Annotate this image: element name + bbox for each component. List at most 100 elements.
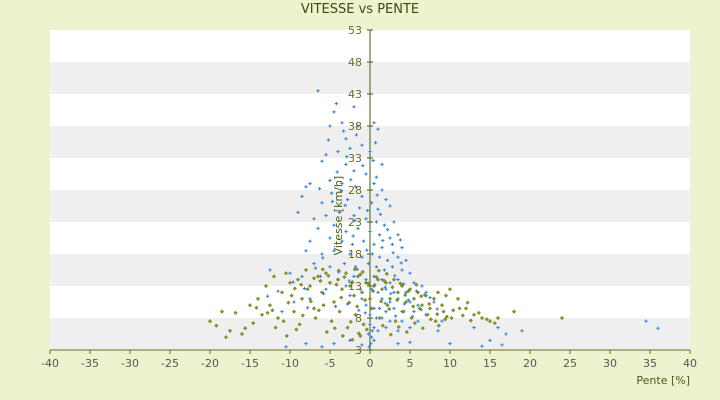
x-tick-label: 15 bbox=[483, 357, 497, 370]
y-tick-label: 28 bbox=[348, 184, 362, 197]
data-point-series-1 bbox=[396, 278, 400, 282]
data-point-series-2 bbox=[284, 333, 289, 339]
data-point-series-2 bbox=[289, 293, 294, 298]
data-point-series-2 bbox=[347, 283, 353, 289]
data-point-series-1 bbox=[448, 342, 452, 346]
data-point-series-1 bbox=[332, 249, 336, 253]
data-point-series-1 bbox=[268, 268, 272, 272]
data-point-series-2 bbox=[390, 285, 395, 290]
data-point-series-1 bbox=[380, 188, 384, 192]
data-point-series-2 bbox=[417, 306, 422, 311]
data-point-series-2 bbox=[326, 273, 331, 278]
data-point-series-1 bbox=[412, 310, 416, 314]
data-point-series-1 bbox=[304, 185, 308, 189]
data-point-series-2 bbox=[387, 296, 393, 301]
data-point-series-1 bbox=[644, 319, 648, 323]
data-point-series-2 bbox=[427, 301, 432, 307]
data-point-series-2 bbox=[279, 290, 285, 295]
data-point-series-2 bbox=[267, 303, 273, 308]
data-point-series-2 bbox=[251, 321, 256, 326]
data-point-series-2 bbox=[431, 296, 437, 301]
data-point-series-1 bbox=[266, 294, 270, 298]
x-tick-label: -30 bbox=[121, 357, 139, 370]
data-point-series-2 bbox=[455, 296, 461, 301]
data-point-series-1 bbox=[314, 266, 318, 270]
data-point-series-1 bbox=[383, 301, 387, 305]
data-point-series-1 bbox=[380, 246, 384, 250]
x-tick-label: -5 bbox=[325, 357, 336, 370]
data-point-series-1 bbox=[332, 110, 336, 114]
data-point-series-2 bbox=[403, 299, 409, 305]
data-point-series-1 bbox=[420, 284, 424, 288]
data-point-series-1 bbox=[386, 228, 390, 232]
data-point-series-1 bbox=[388, 300, 392, 304]
data-point-series-2 bbox=[388, 332, 393, 337]
x-tick-label: 25 bbox=[563, 357, 577, 370]
data-point-series-1 bbox=[384, 326, 388, 330]
data-point-series-1 bbox=[304, 342, 308, 346]
data-point-series-2 bbox=[423, 293, 429, 298]
data-point-series-1 bbox=[376, 290, 380, 294]
data-point-series-1 bbox=[500, 343, 504, 347]
data-point-series-2 bbox=[243, 326, 248, 331]
data-point-series-2 bbox=[294, 327, 299, 332]
data-point-series-1 bbox=[383, 285, 387, 289]
data-point-series-1 bbox=[372, 182, 376, 186]
data-point-series-1 bbox=[384, 198, 388, 202]
data-point-series-2 bbox=[271, 274, 277, 279]
data-point-series-2 bbox=[375, 277, 381, 282]
data-point-series-1 bbox=[372, 121, 376, 125]
data-point-series-1 bbox=[352, 105, 356, 109]
data-point-series-1 bbox=[376, 207, 380, 211]
data-point-series-1 bbox=[374, 316, 378, 320]
data-point-series-1 bbox=[292, 300, 296, 304]
data-point-series-2 bbox=[324, 329, 329, 335]
data-point-series-2 bbox=[323, 271, 329, 276]
data-point-series-2 bbox=[255, 296, 261, 301]
data-point-series-2 bbox=[385, 303, 390, 308]
data-point-series-2 bbox=[379, 299, 384, 304]
data-point-series-2 bbox=[265, 310, 270, 315]
data-point-series-2 bbox=[404, 329, 409, 335]
data-point-series-1 bbox=[656, 326, 660, 330]
y-tick-label: 53 bbox=[348, 24, 362, 37]
data-point-series-1 bbox=[408, 300, 412, 304]
data-point-series-2 bbox=[334, 282, 339, 287]
data-point-series-1 bbox=[360, 343, 364, 347]
data-point-series-1 bbox=[344, 230, 348, 234]
data-point-series-2 bbox=[308, 299, 313, 304]
data-point-series-1 bbox=[366, 208, 370, 213]
data-point-series-2 bbox=[411, 296, 417, 301]
axes bbox=[49, 29, 691, 354]
data-point-series-1 bbox=[340, 121, 344, 125]
data-point-series-1 bbox=[370, 252, 374, 256]
data-point-series-2 bbox=[292, 286, 297, 291]
data-point-series-2 bbox=[447, 287, 453, 292]
data-point-series-2 bbox=[363, 297, 368, 303]
data-point-series-2 bbox=[355, 274, 361, 279]
data-point-series-2 bbox=[358, 272, 363, 277]
data-point-series-2 bbox=[321, 303, 326, 308]
data-point-series-1 bbox=[358, 206, 362, 210]
data-point-series-1 bbox=[374, 175, 378, 179]
data-point-series-2 bbox=[457, 306, 462, 311]
data-point-series-1 bbox=[340, 239, 344, 243]
data-point-series-1 bbox=[316, 226, 320, 230]
data-point-series-1 bbox=[364, 303, 368, 307]
data-point-series-2 bbox=[420, 326, 425, 331]
data-point-series-1 bbox=[343, 203, 347, 207]
data-point-series-2 bbox=[356, 331, 361, 336]
data-point-series-1 bbox=[276, 289, 280, 293]
data-point-series-1 bbox=[382, 223, 386, 227]
data-point-series-1 bbox=[364, 172, 368, 176]
data-point-series-2 bbox=[382, 278, 387, 283]
data-point-series-1 bbox=[375, 193, 379, 197]
data-point-series-2 bbox=[335, 277, 341, 282]
data-point-series-2 bbox=[468, 318, 473, 323]
data-point-series-1 bbox=[416, 319, 420, 323]
data-point-series-1 bbox=[400, 319, 404, 323]
data-point-series-1 bbox=[365, 248, 369, 252]
data-point-series-1 bbox=[300, 194, 304, 198]
data-point-series-2 bbox=[393, 319, 398, 324]
data-point-series-1 bbox=[353, 219, 357, 223]
